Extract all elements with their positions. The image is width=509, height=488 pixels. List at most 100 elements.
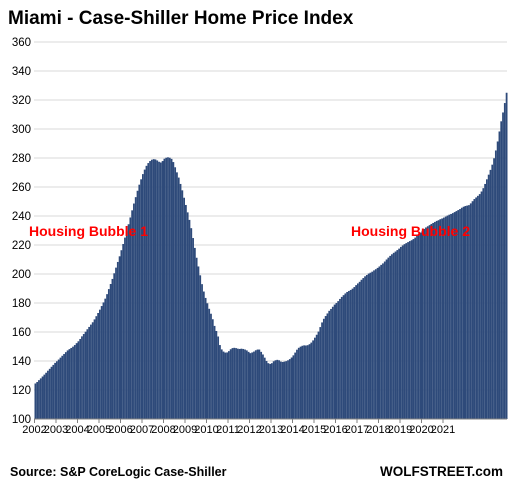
bar bbox=[111, 278, 114, 419]
bar bbox=[335, 303, 338, 419]
bar bbox=[159, 162, 162, 419]
bar bbox=[358, 281, 361, 419]
y-tick-label: 220 bbox=[12, 240, 31, 252]
bar bbox=[140, 179, 142, 419]
bar bbox=[408, 241, 411, 419]
bar bbox=[233, 347, 236, 419]
bar bbox=[419, 232, 422, 419]
bar bbox=[64, 352, 67, 419]
bar bbox=[360, 279, 363, 419]
bar bbox=[201, 284, 203, 419]
bar bbox=[340, 296, 343, 419]
bar bbox=[468, 205, 470, 420]
bar bbox=[168, 157, 171, 419]
x-tick-label: 2004 bbox=[65, 424, 89, 436]
bar bbox=[303, 345, 306, 419]
y-tick-label: 340 bbox=[12, 66, 31, 78]
bar bbox=[339, 298, 341, 419]
bar bbox=[91, 322, 94, 419]
bar bbox=[434, 221, 436, 419]
x-tick-label: 2003 bbox=[44, 424, 68, 436]
bar bbox=[115, 267, 117, 419]
bar bbox=[185, 204, 187, 419]
bar bbox=[145, 165, 148, 419]
bar bbox=[285, 361, 288, 419]
bar bbox=[473, 199, 476, 419]
bar bbox=[283, 361, 286, 419]
bar bbox=[344, 293, 347, 419]
bar bbox=[260, 351, 263, 419]
bar bbox=[176, 172, 178, 419]
bar bbox=[38, 380, 40, 419]
bar bbox=[100, 306, 103, 419]
bar bbox=[102, 302, 105, 419]
bar bbox=[444, 216, 447, 419]
bar bbox=[197, 266, 200, 419]
y-tick-label: 160 bbox=[12, 327, 31, 339]
bar bbox=[242, 348, 245, 419]
bar bbox=[389, 255, 392, 420]
bar bbox=[439, 219, 442, 419]
bar bbox=[82, 334, 85, 419]
bar bbox=[258, 349, 261, 419]
bar bbox=[500, 121, 503, 419]
bar bbox=[75, 343, 78, 419]
bar bbox=[134, 197, 137, 419]
bar bbox=[396, 250, 399, 419]
bar bbox=[498, 131, 501, 419]
bar bbox=[380, 264, 383, 419]
bar bbox=[149, 161, 151, 420]
bar bbox=[90, 324, 92, 419]
bar bbox=[192, 238, 194, 419]
bar bbox=[204, 297, 207, 419]
bar bbox=[448, 214, 451, 419]
bar bbox=[48, 368, 51, 419]
bar bbox=[414, 237, 417, 419]
x-tick-label: 2015 bbox=[302, 424, 326, 436]
x-tick-label: 2012 bbox=[237, 424, 261, 436]
bar bbox=[324, 316, 327, 419]
bar bbox=[93, 319, 96, 419]
bar bbox=[471, 201, 474, 419]
bar bbox=[253, 351, 255, 419]
bar bbox=[351, 288, 354, 419]
bar bbox=[269, 363, 271, 419]
bar bbox=[143, 169, 146, 419]
bar bbox=[330, 308, 332, 419]
bar bbox=[39, 378, 42, 419]
bar bbox=[478, 194, 481, 419]
bar bbox=[163, 158, 166, 420]
bar bbox=[297, 347, 300, 419]
bar bbox=[319, 327, 322, 419]
bar bbox=[86, 329, 89, 419]
bar bbox=[154, 159, 157, 419]
bar bbox=[457, 210, 460, 419]
bar bbox=[462, 206, 465, 419]
x-tick-label: 2017 bbox=[345, 424, 369, 436]
bar bbox=[77, 341, 80, 419]
bar bbox=[170, 158, 173, 419]
bar bbox=[186, 212, 189, 419]
chart-title: Miami - Case-Shiller Home Price Index bbox=[8, 8, 354, 29]
bar bbox=[99, 309, 101, 419]
bar bbox=[314, 337, 316, 419]
y-tick-label: 200 bbox=[12, 269, 31, 281]
bar bbox=[453, 212, 456, 419]
bar bbox=[288, 359, 291, 419]
bar bbox=[211, 319, 214, 419]
y-tick-label: 100 bbox=[12, 414, 31, 426]
bar bbox=[423, 228, 426, 419]
bar bbox=[50, 366, 53, 419]
bar bbox=[391, 254, 393, 419]
bars bbox=[34, 92, 508, 420]
bar bbox=[231, 348, 234, 419]
bar bbox=[56, 361, 58, 419]
bar bbox=[328, 310, 331, 419]
x-tick-label: 2006 bbox=[108, 424, 132, 436]
bar bbox=[172, 162, 175, 419]
bar bbox=[455, 211, 458, 419]
bar bbox=[369, 272, 372, 419]
bar bbox=[106, 294, 108, 419]
bar bbox=[382, 263, 384, 419]
bar bbox=[430, 223, 433, 419]
